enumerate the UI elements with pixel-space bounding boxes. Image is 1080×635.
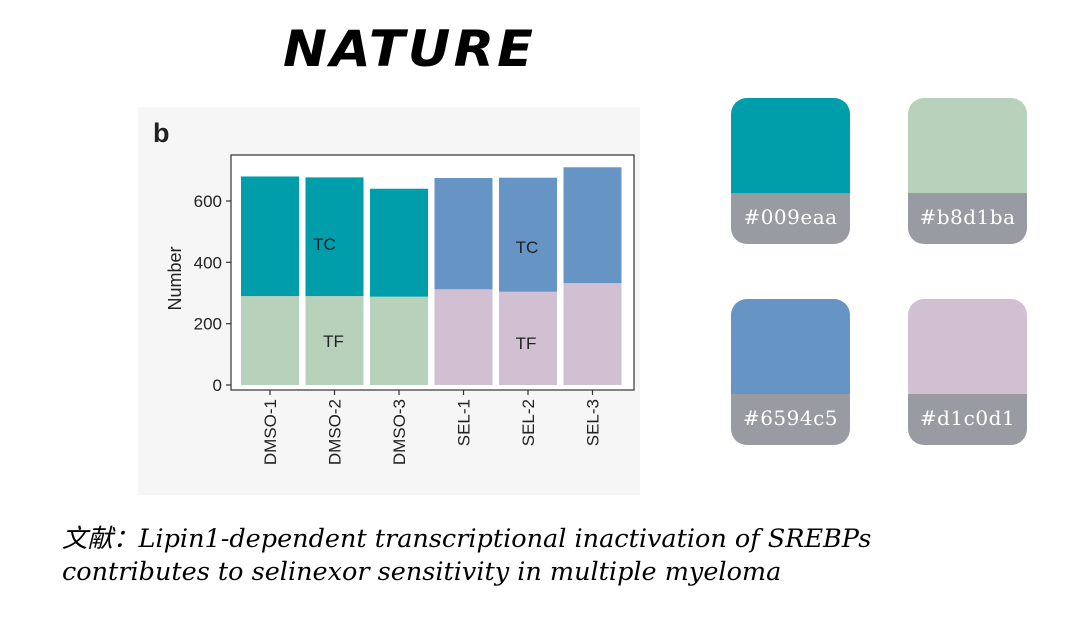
bar-tf-sel-2 — [499, 291, 557, 385]
citation-line-2: contributes to selinexor sensitivity in … — [62, 557, 782, 587]
swatch-hex-label: #6594c5 — [731, 394, 850, 445]
swatch-color — [731, 98, 850, 193]
citation-line-1: 文献：Lipin1-dependent transcriptional inac… — [62, 524, 872, 554]
swatch-lilac: #d1c0d1 — [908, 299, 1027, 445]
panel-label: b — [153, 118, 170, 148]
x-tick-label: DMSO-3 — [390, 399, 409, 465]
annotation-tf: TF — [516, 334, 537, 353]
bar-tf-sel-1 — [434, 289, 493, 385]
bar-tc-dmso-2 — [305, 177, 364, 297]
swatch-hex-label: #009eaa — [731, 193, 850, 244]
x-tick-label: SEL-3 — [584, 399, 603, 446]
x-tick-label: SEL-1 — [455, 399, 474, 446]
y-axis-label: Number — [165, 246, 185, 310]
annotation-tc: TC — [516, 238, 539, 257]
swatch-hex-label: #d1c0d1 — [908, 394, 1027, 445]
swatch-color — [908, 299, 1027, 394]
brand-title: NATURE — [283, 20, 537, 78]
bar-tc-dmso-1 — [241, 176, 299, 297]
annotation-tf: TF — [323, 332, 344, 351]
swatch-blue: #6594c5 — [731, 299, 850, 445]
bar-tc-dmso-3 — [370, 188, 428, 297]
bar-tc-sel-2 — [499, 177, 557, 292]
bar-tf-dmso-2 — [305, 296, 364, 385]
citation: 文献：Lipin1-dependent transcriptional inac… — [62, 523, 1042, 589]
annotation-tc: TC — [313, 235, 336, 254]
y-tick-label: 200 — [194, 315, 222, 334]
swatch-hex-label: #b8d1ba — [908, 193, 1027, 244]
x-tick-label: SEL-2 — [519, 399, 538, 446]
swatch-sage: #b8d1ba — [908, 98, 1027, 244]
y-tick-label: 0 — [213, 376, 222, 395]
bar-tf-dmso-3 — [370, 296, 428, 385]
stacked-bar-chart: 0 200 400 600 Number DMSO-1 DMSO-2 DMSO-3 SEL-1 S… — [165, 154, 635, 465]
bar-tf-dmso-1 — [241, 296, 299, 385]
x-tick-label: DMSO-1 — [261, 399, 280, 465]
swatch-teal: #009eaa — [731, 98, 850, 244]
swatch-color — [731, 299, 850, 394]
swatch-color — [908, 98, 1027, 193]
bar-tf-sel-3 — [563, 283, 622, 385]
y-tick-label: 600 — [194, 192, 222, 211]
bar-tc-sel-3 — [563, 167, 622, 284]
bar-tc-sel-1 — [434, 178, 493, 290]
y-tick-label: 400 — [194, 253, 222, 272]
x-tick-label: DMSO-2 — [326, 399, 345, 465]
